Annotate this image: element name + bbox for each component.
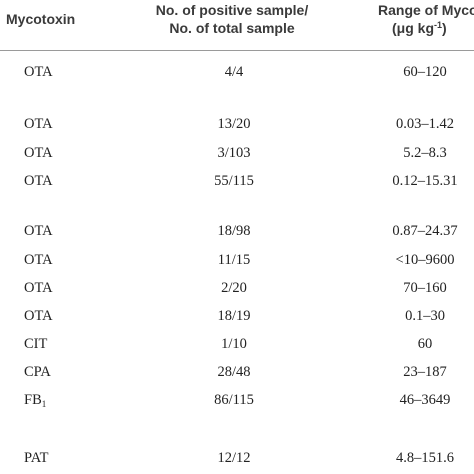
mycotoxin-text: OTA <box>24 280 53 296</box>
mycotoxin-text: OTA <box>24 64 53 80</box>
unit-text: ) <box>442 20 447 36</box>
range-cell: 60 <box>417 336 433 352</box>
ratio-cell: 12/12 <box>217 450 251 466</box>
mycotoxin-cell: CIT <box>24 335 47 353</box>
range-cell: 0.87–24.37 <box>392 223 458 239</box>
ratio-cell: 3/103 <box>217 145 251 161</box>
mycotoxin-cell: PAT <box>24 449 48 467</box>
header-ratio: No. of positive sample/ No. of total sam… <box>156 1 308 37</box>
range-cell: 5.2–8.3 <box>403 145 447 161</box>
mycotoxin-cell: OTA <box>24 63 53 81</box>
ratio-cell: 55/115 <box>214 173 254 189</box>
mycotoxin-cell: OTA <box>24 115 53 133</box>
ratio-cell: 11/15 <box>217 252 251 268</box>
header-range-line: Range of Mycoto <box>378 2 474 18</box>
ratio-cell: 4/4 <box>224 64 244 80</box>
range-cell: 60–120 <box>403 64 447 80</box>
mycotoxin-cell: OTA <box>24 279 53 297</box>
ratio-cell: 2/20 <box>221 280 247 296</box>
range-cell: 4.8–151.6 <box>396 450 454 466</box>
mycotoxin-cell: OTA <box>24 251 53 269</box>
header-rule <box>0 50 474 51</box>
ratio-cell: 86/115 <box>214 392 254 408</box>
mycotoxin-cell: OTA <box>24 222 53 240</box>
header-ratio-line: No. of positive sample/ <box>155 2 309 18</box>
range-cell: 0.1–30 <box>405 308 445 324</box>
mycotoxin-text: FB <box>24 392 42 408</box>
range-cell: 46–3649 <box>399 392 451 408</box>
mycotoxin-text: OTA <box>24 145 53 161</box>
range-cell: 0.12–15.31 <box>392 173 458 189</box>
range-cell: <10–9600 <box>395 252 455 268</box>
unit-text: (μg kg <box>392 20 435 36</box>
ratio-cell: 18/98 <box>217 223 251 239</box>
ratio-cell: 13/20 <box>217 116 251 132</box>
ratio-cell: 28/48 <box>217 364 251 380</box>
unit-sup: -1 <box>434 20 443 30</box>
header-mycotoxin: Mycotoxin <box>6 11 76 27</box>
mycotoxin-cell: OTA <box>24 144 53 162</box>
header-ratio-line: No. of total sample <box>169 20 295 36</box>
mycotoxin-text: CIT <box>24 336 48 352</box>
ratio-cell: 18/19 <box>217 308 251 324</box>
mycotoxin-text: OTA <box>24 252 53 268</box>
mycotoxin-text: OTA <box>24 223 53 239</box>
mycotoxin-cell: OTA <box>24 307 53 325</box>
mycotoxin-sub: 1 <box>41 399 47 409</box>
ratio-cell: 1/10 <box>221 336 247 352</box>
range-cell: 70–160 <box>403 280 447 296</box>
range-cell: 0.03–1.42 <box>396 116 454 132</box>
header-range-unit: (μg kg-1) <box>378 19 474 37</box>
mycotoxin-text: OTA <box>24 116 53 132</box>
mycotoxin-cell: CPA <box>24 363 51 381</box>
mycotoxin-text: OTA <box>24 308 53 324</box>
header-range: Range of Mycoto (μg kg-1) <box>378 1 474 37</box>
mycotoxin-cell: OTA <box>24 172 53 190</box>
mycotoxin-text: PAT <box>24 450 49 466</box>
mycotoxin-text: CPA <box>24 364 51 380</box>
mycotoxin-text: OTA <box>24 173 53 189</box>
mycotoxin-cell: FB1 <box>24 391 46 409</box>
range-cell: 23–187 <box>403 364 447 380</box>
